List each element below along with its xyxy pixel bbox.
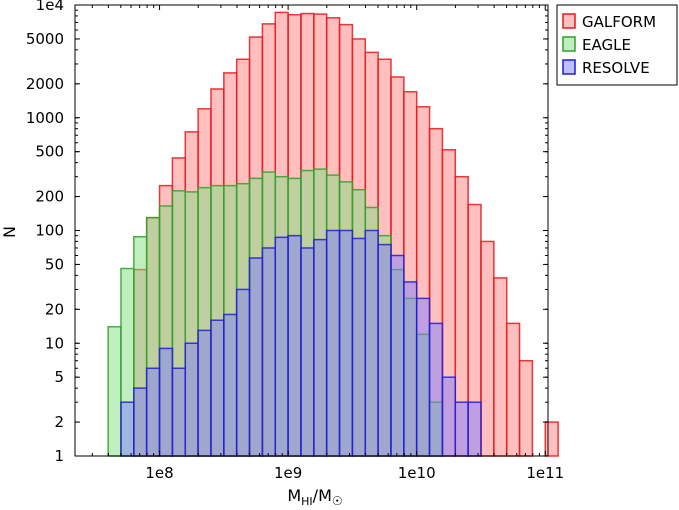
legend-frame <box>556 4 678 86</box>
bar-resolve-4 <box>171 367 187 457</box>
y-tick-label-12: 1e4 <box>36 0 64 14</box>
bar-resolve-6 <box>197 329 212 457</box>
bar-resolve-13 <box>287 234 302 457</box>
legend-swatch-resolve <box>562 59 576 75</box>
legend-label-resolve: RESOLVE <box>582 59 650 77</box>
bar-resolve-18 <box>351 237 367 457</box>
bar-galform-28 <box>493 277 508 457</box>
bar-resolve-14 <box>300 247 315 457</box>
bar-resolve-12 <box>274 236 289 457</box>
bar-resolve-5 <box>184 342 199 457</box>
y-axis-title: N <box>0 226 19 238</box>
y-tick-label-7: 200 <box>35 188 64 206</box>
y-tick-label-1: 2 <box>54 413 64 431</box>
bar-resolve-21 <box>390 254 405 457</box>
bar-resolve-17 <box>338 229 354 457</box>
legend-label-eagle: EAGLE <box>582 36 631 54</box>
legend-swatch-eagle <box>562 36 576 52</box>
histogram-bars <box>107 11 559 457</box>
bar-resolve-24 <box>428 322 444 457</box>
bar-resolve-25 <box>441 376 457 457</box>
x-tick-label-0: 1e8 <box>145 464 173 482</box>
bar-resolve-22 <box>403 281 418 457</box>
x-axis-title-sun: ☉ <box>332 494 343 508</box>
x-axis-title-main: M <box>287 486 301 505</box>
bar-resolve-26 <box>454 401 469 457</box>
y-tick-label-10: 2000 <box>26 75 64 93</box>
bar-resolve-8 <box>223 313 238 457</box>
legend-swatch-galform <box>562 13 576 29</box>
bar-resolve-3 <box>158 347 174 457</box>
bar-galform-30 <box>518 359 534 457</box>
x-tick-label-2: 1e10 <box>398 464 436 482</box>
series-resolve <box>120 229 482 457</box>
bar-resolve-15 <box>313 238 328 457</box>
x-axis-title-sep: /M <box>313 486 332 505</box>
y-tick-label-4: 20 <box>45 300 64 318</box>
x-axis-title: MHI/M☉ <box>287 486 342 508</box>
axis-ticks: 1 2 5 10 20 50 100 200 500 1000 2000 5000 1e4 1e8 1e9 1… <box>26 0 564 482</box>
bar-resolve-11 <box>261 247 277 457</box>
y-tick-label-6: 100 <box>35 222 64 240</box>
x-tick-label-3: 1e11 <box>526 464 564 482</box>
bar-galform-31 <box>544 421 559 457</box>
x-axis-title-sub: HI <box>301 495 313 508</box>
bar-resolve-19 <box>364 229 379 457</box>
bar-resolve-20 <box>377 243 392 457</box>
bar-galform-29 <box>505 322 521 457</box>
bar-galform-27 <box>480 240 495 457</box>
bar-resolve-16 <box>325 229 341 457</box>
bar-resolve-2 <box>145 367 161 457</box>
bar-resolve-7 <box>210 319 225 457</box>
y-tick-label-5: 50 <box>45 255 64 273</box>
y-tick-label-9: 1000 <box>26 109 64 127</box>
bar-eagle-0 <box>107 326 122 457</box>
y-tick-label-2: 5 <box>54 368 64 386</box>
y-tick-label-8: 500 <box>35 143 64 161</box>
y-tick-label-11: 5000 <box>26 30 64 48</box>
y-tick-label-0: 1 <box>54 447 64 465</box>
bar-resolve-27 <box>467 401 482 457</box>
y-tick-label-3: 10 <box>45 334 64 352</box>
bar-resolve-1 <box>133 387 148 457</box>
chart-legend: GALFORM EAGLE RESOLVE <box>556 4 678 86</box>
bar-resolve-23 <box>415 297 431 457</box>
x-tick-label-1: 1e9 <box>274 464 302 482</box>
legend-label-galform: GALFORM <box>582 13 656 31</box>
bar-resolve-10 <box>248 257 264 457</box>
bar-resolve-0 <box>120 401 135 457</box>
bar-resolve-9 <box>235 288 251 457</box>
